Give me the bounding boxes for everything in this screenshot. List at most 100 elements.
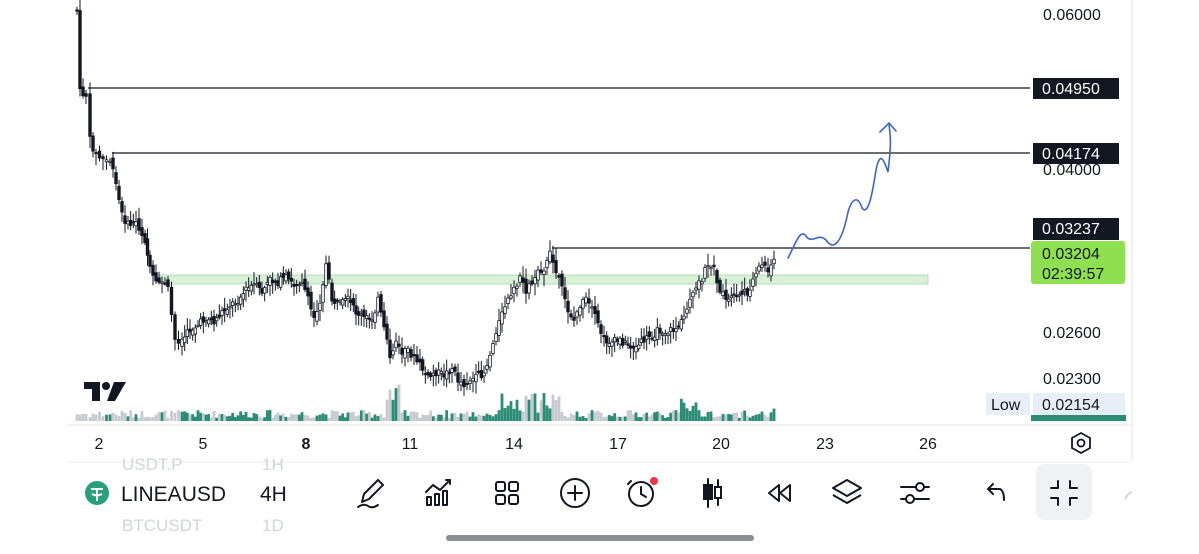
candle-body (75, 9, 79, 12)
volume-bar (548, 408, 552, 421)
candle-body (84, 93, 88, 97)
volume-bar (312, 417, 316, 421)
volume-bar (518, 410, 522, 421)
volume-bar (584, 417, 588, 421)
volume-bar (217, 413, 221, 421)
candle-body (491, 343, 495, 354)
candle-body (650, 337, 654, 340)
symbol-selector[interactable]: LINEAUSD (85, 481, 226, 506)
candle-body (330, 282, 334, 302)
settings-sliders-icon[interactable] (900, 482, 930, 504)
candle-body (612, 337, 617, 343)
candle-body (228, 306, 232, 309)
volume-bar (183, 411, 187, 421)
price-scale[interactable]: 0.06000 0.04000 0.02600 0.02300 0.04950 … (986, 0, 1133, 460)
scale-settings-icon[interactable] (1071, 431, 1091, 455)
date-tick: 26 (919, 436, 937, 453)
volume-bar (533, 393, 537, 421)
last-price-label[interactable]: 0.03204 02:39:57 (1031, 241, 1125, 284)
indicators-icon[interactable] (425, 479, 451, 506)
volume-bar (688, 410, 692, 421)
candle-body (324, 263, 328, 286)
volume-bar (397, 384, 401, 421)
volume-bar (729, 414, 733, 421)
volume-bar (679, 398, 683, 421)
candle-body (732, 293, 736, 296)
candle-body (688, 298, 692, 308)
volume-bar (639, 417, 643, 421)
candle-body (309, 291, 313, 310)
candle-body (509, 295, 513, 299)
candle-body (769, 264, 773, 277)
candle-body (394, 340, 398, 349)
candle-body (545, 259, 549, 269)
candle-body (260, 287, 264, 294)
candle-body (524, 278, 528, 294)
volume-bar (101, 416, 105, 421)
volume-bar (370, 417, 374, 421)
date-tick: 14 (505, 436, 523, 453)
replay-icon[interactable] (768, 484, 791, 502)
candle-body (359, 313, 364, 316)
candle-body (403, 348, 407, 359)
volume-bar (415, 412, 419, 421)
alert-icon[interactable] (627, 477, 658, 507)
candle-body (444, 370, 449, 380)
low-price-label[interactable]: Low 0.02154 (986, 393, 1126, 421)
volume-bar (257, 416, 261, 421)
volume-bar (289, 413, 293, 421)
volume-bar (512, 408, 516, 421)
volume-bar (578, 416, 582, 421)
add-icon[interactable] (560, 478, 590, 508)
volume-bar (712, 417, 716, 421)
level-price-label-03237[interactable]: 0.03237 (1033, 218, 1119, 240)
candle-body (590, 306, 594, 309)
interval-selector[interactable]: 4H (260, 483, 287, 506)
draw-icon[interactable] (357, 479, 384, 509)
level-price-label-04950[interactable]: 0.04950 (1033, 78, 1119, 99)
home-indicator[interactable] (446, 535, 754, 541)
candles-icon[interactable] (703, 478, 722, 508)
volume-bar (239, 411, 243, 421)
layers-icon[interactable] (832, 479, 862, 504)
time-scale[interactable]: 2 5 8 11 14 17 20 23 26 (68, 424, 1132, 455)
candle-body (587, 298, 591, 304)
plot-area[interactable] (68, 0, 1030, 425)
candle-body (151, 264, 155, 276)
candle-body (602, 334, 606, 338)
projection-drawing[interactable] (787, 123, 892, 259)
candle-body (706, 265, 710, 268)
volume-bar (321, 413, 325, 421)
volume-bar (318, 414, 322, 421)
candle-body (554, 260, 558, 274)
candle-body (497, 320, 501, 336)
level-price-label-04174[interactable]: 0.04174 (1033, 143, 1119, 164)
volume-bar (220, 414, 224, 421)
volume-bar (341, 413, 345, 421)
candle-body (676, 325, 681, 328)
volume-bar (706, 412, 710, 421)
date-tick: 23 (816, 436, 834, 453)
candle-body (626, 343, 630, 346)
candle-body (512, 286, 516, 295)
volume-bar (447, 417, 451, 421)
volume-bar (260, 417, 264, 421)
volume-bar (421, 414, 425, 421)
volume-bar (669, 412, 673, 421)
candle-body (456, 372, 460, 383)
chart-pane[interactable] (68, 0, 1030, 425)
volume-bar (292, 414, 296, 421)
volume-bar (445, 410, 449, 421)
volume-bar (629, 410, 633, 421)
layout-grid-icon[interactable] (495, 481, 519, 505)
candle-body (143, 233, 147, 244)
undo-icon[interactable] (987, 483, 1005, 501)
volume-bar (506, 405, 510, 421)
volume-bar (581, 416, 585, 421)
candle-body (270, 279, 275, 284)
volume-bar (193, 416, 197, 421)
volume-bar (721, 414, 725, 421)
candle-body (737, 294, 742, 297)
svg-text:0.04174: 0.04174 (1042, 146, 1100, 163)
exit-fullscreen-icon[interactable] (1036, 464, 1092, 520)
